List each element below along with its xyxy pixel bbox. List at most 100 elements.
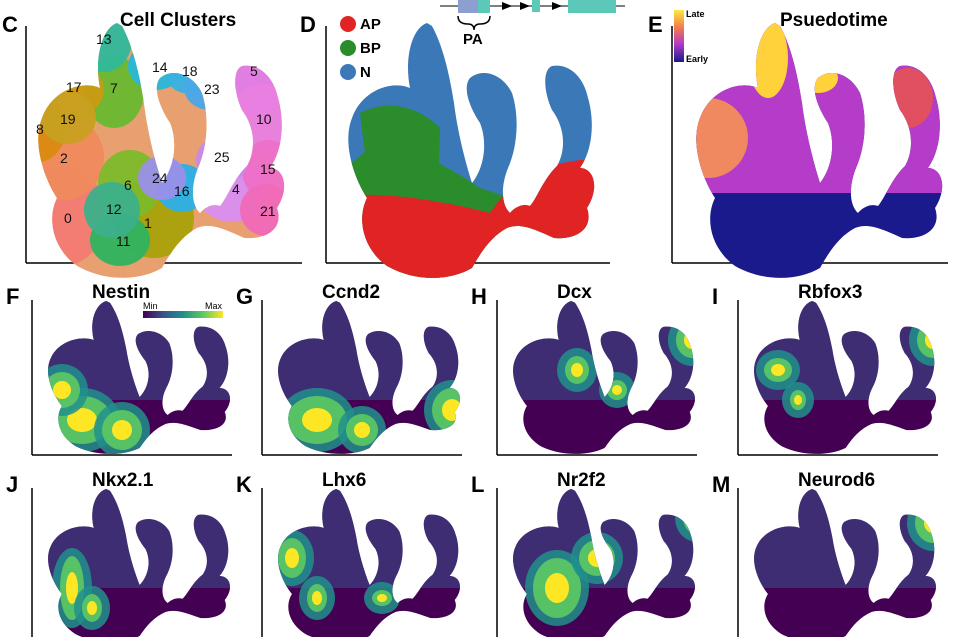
panel-title-g: Ccnd2 bbox=[322, 282, 380, 303]
legend-dot-n bbox=[340, 64, 356, 80]
panel-letter-j: J bbox=[6, 472, 18, 497]
expression-map-j bbox=[48, 489, 231, 637]
panel-title-i: Rbfox3 bbox=[798, 282, 862, 303]
cell-type-map bbox=[348, 23, 595, 278]
panel-letter-d: D bbox=[300, 12, 316, 37]
exon-4 bbox=[568, 0, 616, 13]
exon-3 bbox=[532, 0, 540, 12]
legend-label-ap: AP bbox=[360, 16, 381, 33]
panel-g: G Ccnd2 bbox=[236, 282, 462, 456]
cluster-label-7: 7 bbox=[110, 80, 118, 96]
panel-letter-m: M bbox=[712, 472, 730, 497]
legend-dot-bp bbox=[340, 40, 356, 56]
panel-title-e: Psuedotime bbox=[780, 10, 888, 31]
expr-peak bbox=[588, 549, 606, 567]
expr-peak bbox=[545, 573, 569, 603]
legend-label-bp: BP bbox=[360, 40, 381, 57]
expr-peak bbox=[690, 510, 696, 526]
panel-l: L Nr2f2 bbox=[471, 470, 696, 637]
panel-title-k: Lhx6 bbox=[322, 470, 366, 491]
expr-halo bbox=[909, 314, 937, 366]
expr-halo bbox=[668, 314, 696, 366]
expr-peak bbox=[285, 548, 299, 568]
legend-dot-ap bbox=[340, 16, 356, 32]
pseudotime-late-label: Late bbox=[686, 9, 705, 19]
expression-map-g bbox=[278, 301, 461, 454]
region-bp-upper bbox=[360, 105, 440, 199]
expr-peak bbox=[571, 363, 583, 377]
panel-title-m: Neurod6 bbox=[798, 470, 875, 491]
expr-hot bbox=[683, 502, 696, 534]
exon-2 bbox=[478, 0, 490, 13]
expression-map-k bbox=[278, 489, 461, 637]
cluster-label-25: 25 bbox=[214, 149, 230, 165]
panel-letter-e: E bbox=[648, 12, 663, 37]
pseudotime-early-label: Early bbox=[686, 54, 708, 64]
cluster-label-13: 13 bbox=[96, 31, 112, 47]
expression-scale: Min Max bbox=[143, 301, 223, 318]
expr-peak bbox=[612, 385, 622, 395]
cluster-7 bbox=[84, 56, 144, 128]
cluster-label-10: 10 bbox=[256, 111, 272, 127]
cluster-label-24: 24 bbox=[152, 170, 168, 186]
expr-peak bbox=[771, 364, 785, 376]
pseudotime-map bbox=[696, 23, 943, 278]
cluster-label-11: 11 bbox=[116, 233, 131, 249]
expr-hot bbox=[917, 322, 937, 358]
panel-letter-f: F bbox=[6, 284, 19, 309]
panel-i: I Rbfox3 bbox=[712, 282, 938, 456]
expr-peak bbox=[87, 601, 97, 615]
expr-peak bbox=[53, 381, 71, 399]
panel-e: E Psuedotime Late Early bbox=[648, 9, 948, 278]
expression-map-m bbox=[754, 489, 937, 637]
cluster-label-2: 2 bbox=[60, 150, 68, 166]
expr-halo bbox=[571, 532, 623, 584]
panel-title-j: Nkx2.1 bbox=[92, 470, 154, 491]
cluster-label-14: 14 bbox=[152, 59, 168, 75]
pa-label: PA bbox=[463, 31, 483, 48]
cluster-label-23: 23 bbox=[204, 81, 220, 97]
panel-letter-l: L bbox=[471, 472, 484, 497]
panel-letter-k: K bbox=[236, 472, 252, 497]
expression-map-l bbox=[513, 489, 696, 637]
cluster-label-8: 8 bbox=[36, 121, 44, 137]
panel-c: C Cell Clusters 0 12456781011121314151617… bbox=[2, 10, 302, 278]
expr-peak bbox=[924, 513, 937, 533]
expression-map-i bbox=[754, 301, 937, 454]
cluster-label-12: 12 bbox=[106, 201, 122, 217]
panel-d: D AP BP N PA bbox=[300, 0, 625, 278]
expr-peak bbox=[354, 422, 370, 438]
panel-h: H Dcx bbox=[471, 282, 697, 456]
time-late-left bbox=[696, 98, 748, 178]
expr-peak bbox=[66, 572, 78, 604]
cluster-label-17: 17 bbox=[66, 79, 82, 95]
panel-letter-i: I bbox=[712, 284, 718, 309]
gene-diagram: PA bbox=[440, 0, 625, 48]
expr-peak bbox=[312, 591, 322, 605]
expr-peak bbox=[794, 395, 802, 405]
cluster-label-1: 1 bbox=[144, 215, 152, 231]
expr-peak bbox=[442, 399, 461, 421]
cluster-blobs bbox=[38, 23, 285, 278]
cluster-label-0: 0 bbox=[64, 210, 72, 226]
pa-bracket bbox=[457, 15, 491, 31]
expr-peak bbox=[67, 408, 97, 432]
expression-colorbar bbox=[143, 311, 223, 318]
cluster-label-18: 18 bbox=[182, 63, 198, 79]
cell-type-regions bbox=[348, 23, 595, 278]
time-late-right bbox=[883, 68, 933, 128]
cluster-clip bbox=[38, 23, 285, 278]
panel-m: M Neurod6 bbox=[712, 470, 937, 637]
expression-min-label: Min bbox=[143, 301, 158, 311]
exon-pa bbox=[458, 0, 478, 13]
cluster-19 bbox=[40, 92, 96, 144]
panel-letter-c: C bbox=[2, 12, 18, 37]
arrow-2 bbox=[520, 2, 530, 10]
cell-type-legend: AP BP N bbox=[340, 16, 381, 81]
panel-j: J Nkx2.1 bbox=[6, 470, 231, 637]
panel-title-l: Nr2f2 bbox=[557, 470, 606, 491]
expr-halo bbox=[675, 494, 696, 542]
expr-peak bbox=[112, 420, 132, 440]
expression-max-label: Max bbox=[205, 301, 223, 311]
cluster-label-19: 19 bbox=[60, 111, 76, 127]
